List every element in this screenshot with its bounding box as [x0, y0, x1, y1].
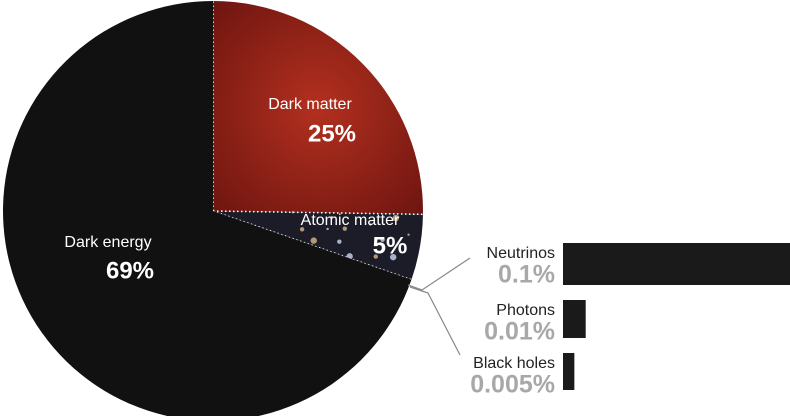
galaxy-dot	[310, 237, 317, 244]
slice-value-label: 5%	[373, 232, 408, 259]
galaxy-dot	[373, 254, 378, 259]
galaxy-dot	[407, 233, 410, 236]
pie-slice	[213, 1, 424, 215]
callout-line	[407, 257, 471, 291]
bar-value-label: 0.1%	[498, 261, 555, 289]
pie-slice	[3, 1, 412, 416]
galaxy-dot	[380, 237, 385, 242]
bar-label: Photons	[496, 302, 555, 319]
galaxy-dot	[337, 239, 342, 244]
slice-value-label: 25%	[308, 120, 356, 147]
slice-label: Atomic matter	[301, 212, 400, 229]
galaxy-dot	[392, 214, 400, 222]
slice-border	[212, 210, 412, 281]
slice-label: Dark energy	[64, 234, 151, 251]
callout-line	[409, 286, 461, 356]
galaxy-dot	[369, 223, 372, 226]
pie-slice	[213, 211, 423, 280]
galaxy-dot	[299, 227, 305, 232]
galaxy-dot	[342, 226, 348, 231]
galaxy-dot	[291, 211, 295, 214]
galaxy-dot	[389, 253, 397, 261]
bar-value-label: 0.01%	[484, 318, 555, 346]
slice-label: Dark matter	[268, 96, 352, 113]
galaxy-dot	[326, 227, 329, 231]
pie: Dark matter 25% Atomic matter 5% Dark energy…	[3, 1, 424, 416]
bar	[563, 300, 586, 338]
slice-value-label: 69%	[106, 257, 154, 284]
bar-label: Neutrinos	[487, 245, 555, 262]
galaxy-dot	[330, 215, 334, 219]
slice-border	[212, 210, 423, 216]
bar	[563, 243, 790, 285]
bar-label: Black holes	[473, 355, 555, 372]
bar	[563, 353, 575, 390]
bar-value-label: 0.005%	[470, 371, 555, 399]
